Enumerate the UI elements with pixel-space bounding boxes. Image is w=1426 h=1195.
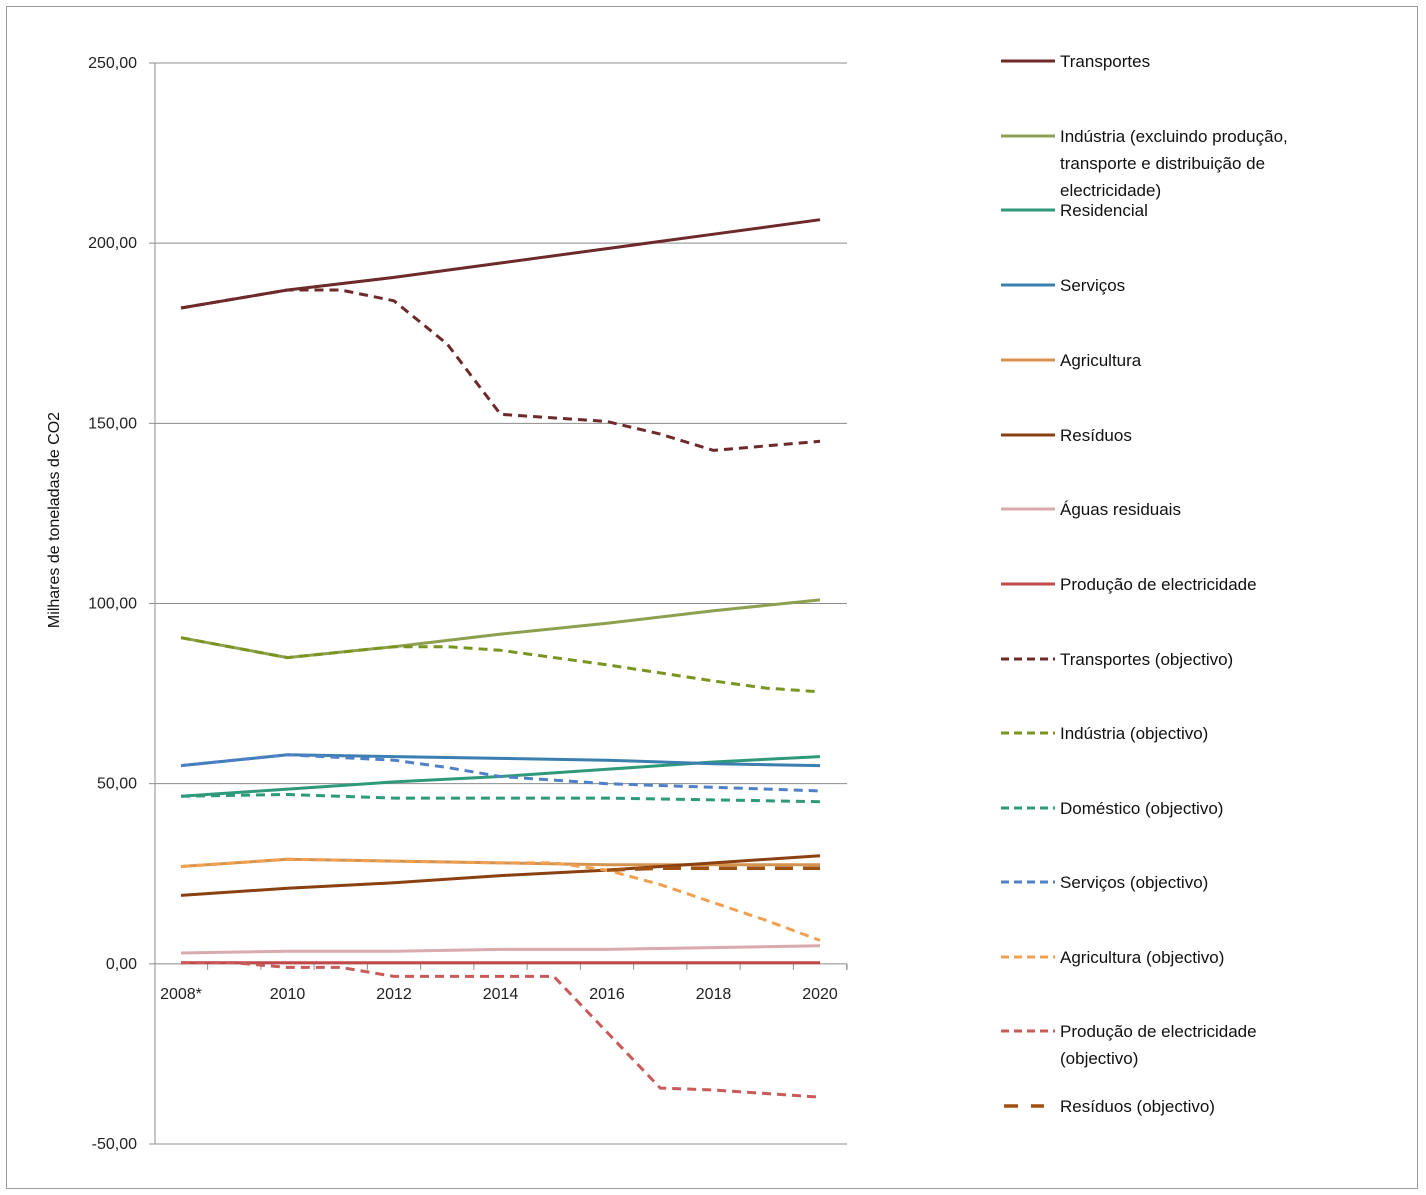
legend-label: Indústria (excluindo produção, <box>1060 127 1288 146</box>
legend-label: Produção de electricidade <box>1060 575 1257 594</box>
series-line <box>180 857 821 942</box>
series-lines <box>180 218 821 1099</box>
gridlines <box>155 62 847 1145</box>
y-tick-label: -50,00 <box>92 1136 137 1153</box>
y-tick-label: 50,00 <box>97 776 137 793</box>
series-line <box>180 288 821 452</box>
x-tick-label: 2018 <box>696 986 732 1003</box>
y-tick-label: 250,00 <box>88 55 137 72</box>
x-tick-label: 2008* <box>160 986 202 1003</box>
y-tick-label: 0,00 <box>106 956 137 973</box>
series-line <box>606 866 820 872</box>
legend-label: Transportes <box>1060 52 1150 71</box>
x-tick-label: 2014 <box>483 986 519 1003</box>
series-line <box>180 854 821 897</box>
legend-label: Serviços (objectivo) <box>1060 873 1208 892</box>
chart-frame <box>6 6 1418 1189</box>
axes: 250,00 200,00 150,00 100,00 50,00 0,00 -50,00 2… <box>88 55 848 1153</box>
legend-label: Agricultura <box>1060 351 1142 370</box>
y-tick-label: 100,00 <box>88 596 137 613</box>
legend-label: Residencial <box>1060 201 1148 220</box>
legend-label: Resíduos <box>1060 426 1132 445</box>
legend-label: (objectivo) <box>1060 1049 1138 1068</box>
legend-label: Indústria (objectivo) <box>1060 724 1208 743</box>
x-tick-label: 2010 <box>270 986 306 1003</box>
legend-label: Doméstico (objectivo) <box>1060 799 1223 818</box>
legend-label: electricidade) <box>1060 181 1161 200</box>
y-axis-label: Milhares de toneladas de CO2 <box>46 412 63 628</box>
legend-label: Águas residuais <box>1060 500 1181 519</box>
series-line <box>180 636 821 694</box>
y-tick-label: 150,00 <box>88 415 137 432</box>
series-line <box>180 753 821 793</box>
legend-label: Produção de electricidade <box>1060 1022 1257 1041</box>
y-tick-label: 200,00 <box>88 235 137 252</box>
x-tick-label: 2012 <box>376 986 412 1003</box>
x-tick-label: 2016 <box>589 986 625 1003</box>
legend-label: Resíduos (objectivo) <box>1060 1097 1215 1116</box>
series-line <box>180 944 821 955</box>
legend-label: Agricultura (objectivo) <box>1060 948 1224 967</box>
legend: Transportes Indústria (excluindo produção… <box>1001 52 1288 1116</box>
legend-label: Serviços <box>1060 276 1125 295</box>
series-line <box>180 218 821 310</box>
series-line <box>181 961 821 1099</box>
x-tick-label: 2020 <box>802 986 838 1003</box>
legend-label: Transportes (objectivo) <box>1060 650 1233 669</box>
series-line <box>180 793 821 804</box>
legend-label: transporte e distribuição de <box>1060 154 1265 173</box>
